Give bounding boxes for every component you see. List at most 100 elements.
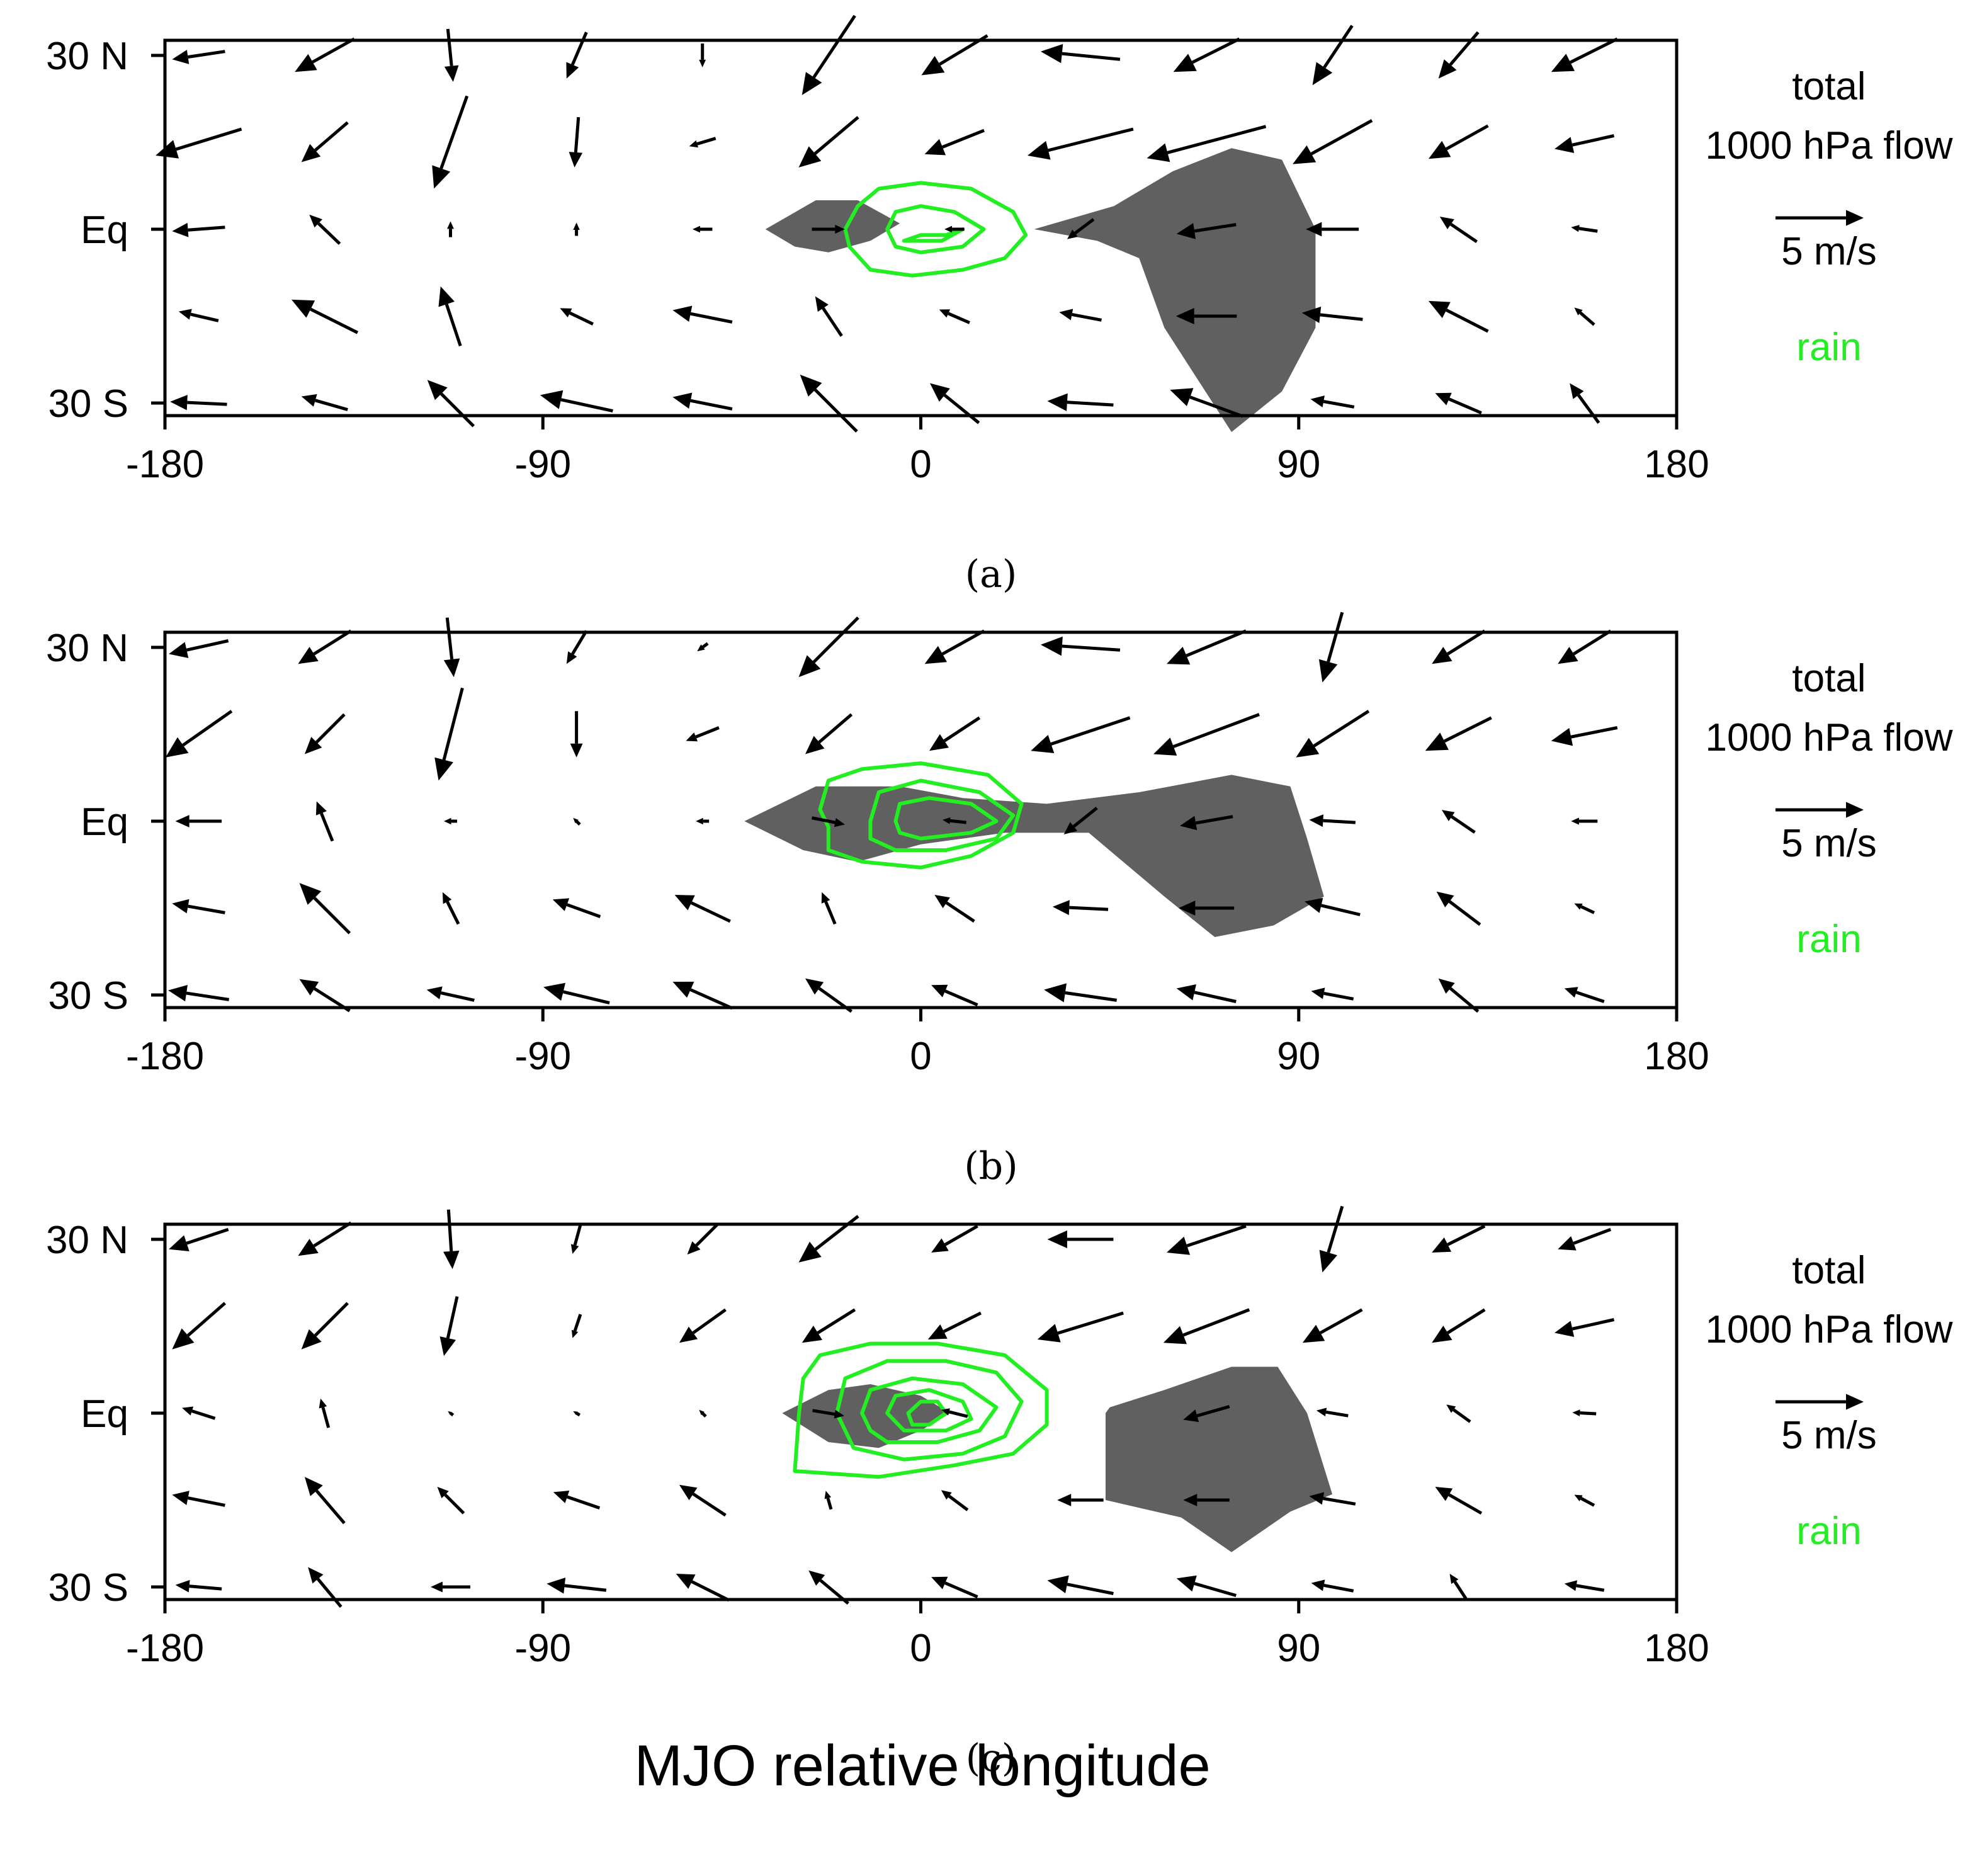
wind-vector-r2-c10-head xyxy=(1446,1404,1456,1413)
wind-vector-r4-c11-shaft xyxy=(1577,394,1600,424)
wind-vector-r3-c7-head xyxy=(1052,900,1070,916)
wind-vector-r3-c0-shaft xyxy=(188,904,225,914)
rain-legend-label: rain xyxy=(1796,1509,1861,1553)
wind-vector-r1-c7 xyxy=(1031,716,1131,754)
wind-vector-r0-c9 xyxy=(1319,1205,1344,1273)
y-tick-label-0: 30 N xyxy=(46,627,128,670)
wind-vector-r4-c2-shaft xyxy=(440,991,475,1002)
wind-vector-r1-c5-shaft xyxy=(817,1308,856,1334)
wind-vector-r1-c1-head xyxy=(301,1329,322,1350)
wind-vector-r3-c2-shaft xyxy=(444,1493,465,1515)
wind-vector-r4-c7-head xyxy=(1047,1575,1069,1593)
wind-vector-r4-c4-head xyxy=(676,1574,696,1589)
wind-vector-r4-c3-head xyxy=(540,390,563,409)
wind-vector-r3-c4-head xyxy=(672,305,693,322)
wind-vector-r1-c4-head xyxy=(689,140,698,148)
wind-vector-r1-c3-shaft xyxy=(573,1314,582,1332)
wind-vector-r1-c9-shaft xyxy=(1319,1308,1363,1334)
wind-vector-r3-c1 xyxy=(299,883,351,935)
wind-vector-r2-c11-head xyxy=(1572,1409,1580,1417)
wind-vector-r0-c11-shaft xyxy=(1573,629,1612,656)
wind-vector-r3-c5 xyxy=(821,892,837,925)
wind-vector-r3-c9-shaft xyxy=(1322,1497,1356,1506)
wind-vector-r0-c2-head xyxy=(443,658,460,678)
wind-vector-r4-c10-head xyxy=(1449,1574,1459,1584)
wind-vector-r1-c9-head xyxy=(1296,737,1320,758)
wind-vector-r1-c0-head xyxy=(156,140,179,159)
wind-vector-r2-c6-shaft xyxy=(949,819,967,824)
x-tick-label-4: 180 xyxy=(1644,1035,1709,1078)
wind-vector-r2-c7-shaft xyxy=(1072,807,1098,828)
wind-vector-r2-c0 xyxy=(182,1406,216,1420)
legend-title-line2: 1000 hPa flow xyxy=(1706,124,1953,168)
wind-vector-r3-c0-shaft xyxy=(188,1496,225,1507)
wind-vector-r4-c8-shaft xyxy=(1194,991,1237,1003)
wind-vector-r0-c11 xyxy=(1551,37,1618,72)
wind-vector-r2-c11-head xyxy=(1571,817,1579,825)
wind-vector-r0-c10 xyxy=(1432,1224,1486,1253)
wind-vector-r4-c6 xyxy=(931,984,978,1007)
wind-vector-r0-c10-shaft xyxy=(1447,629,1486,656)
wind-vector-r3-c11-head xyxy=(1574,903,1583,910)
wind-vector-r2-c1-shaft xyxy=(317,222,341,245)
wind-vector-r0-c6-shaft xyxy=(941,629,985,656)
legend-title-line1: total xyxy=(1792,1249,1866,1292)
wind-vector-r2-c10-shaft xyxy=(1451,815,1476,834)
wind-vector-r1-c10-head xyxy=(1425,732,1449,751)
wind-vector-r1-c10 xyxy=(1428,124,1489,159)
wind-vector-r3-c9-head xyxy=(1301,306,1322,323)
wind-vector-r4-c7 xyxy=(1047,393,1114,411)
wind-vector-r4-c3 xyxy=(546,1578,607,1594)
wind-vector-r3-c0-head xyxy=(178,309,192,320)
wind-vector-r2-c1-shaft xyxy=(321,1407,331,1428)
wind-vector-r4-c0-head xyxy=(175,1579,190,1593)
wind-vector-r3-c10-head xyxy=(1428,300,1451,319)
wind-vector-r1-c4 xyxy=(679,1308,727,1343)
wind-vector-r3-c2-head xyxy=(438,286,455,307)
reference-vector-arrow xyxy=(1775,802,1864,818)
shaded-region-0 xyxy=(765,200,900,253)
wind-vector-r0-c8 xyxy=(1167,1224,1247,1255)
wind-vector-r1-c9 xyxy=(1293,119,1373,164)
panel-caption: (a) xyxy=(965,552,1017,596)
wind-vector-r1-c2 xyxy=(439,1296,459,1356)
wind-vector-r0-c8-shaft xyxy=(1186,629,1247,657)
wind-vector-r1-c8-shaft xyxy=(1167,125,1267,154)
wind-vector-r4-c5-head xyxy=(805,978,824,995)
wind-vector-r0-c4-shaft xyxy=(695,1223,719,1247)
wind-vector-r2-c9-shaft xyxy=(1323,819,1356,824)
wind-vector-r1-c7-shaft xyxy=(1057,1311,1124,1335)
wind-vector-r3-c1-head xyxy=(291,299,315,318)
wind-vector-r0-c0-head xyxy=(169,642,189,658)
wind-vector-r4-c10-head xyxy=(1435,392,1452,406)
wind-vector-r0-c2-head xyxy=(444,65,459,82)
wind-vector-r0-c10-shaft xyxy=(1449,31,1480,66)
wind-vector-r1-c11 xyxy=(1554,1318,1615,1337)
wind-vector-r2-c1 xyxy=(319,1398,331,1428)
wind-vector-r3-c8-head xyxy=(1178,901,1196,916)
wind-vector-r4-c0-shaft xyxy=(186,991,230,1001)
wind-vector-r0-c9-shaft xyxy=(1323,25,1354,69)
wind-vector-r1-c1-shaft xyxy=(314,1302,349,1337)
wind-vector-r0-c4-shaft xyxy=(702,642,709,649)
wind-vector-r2-c0-head xyxy=(172,222,189,237)
wind-vector-r1-c2 xyxy=(432,95,469,189)
wind-vector-r2-c2 xyxy=(447,221,454,237)
wind-vector-r3-c6-head xyxy=(941,1490,952,1500)
wind-vector-r4-c2 xyxy=(426,986,475,1002)
wind-vector-r4-c5-head xyxy=(800,374,822,397)
wind-vector-r2-c8 xyxy=(1176,223,1237,239)
wind-vector-r3-c4-head xyxy=(674,895,695,911)
wind-vector-r1-c5-shaft xyxy=(813,116,859,155)
wind-vector-r4-c1 xyxy=(301,394,348,411)
wind-vector-r4-c3-shaft xyxy=(564,1584,607,1592)
wind-vector-r0-c1 xyxy=(298,1221,352,1256)
wind-vector-r3-c0-head xyxy=(172,1491,190,1505)
wind-vector-r3-c5-shaft xyxy=(826,1498,833,1510)
wind-vector-r0-c7 xyxy=(1047,1230,1114,1249)
wind-vector-r3-c9 xyxy=(1301,306,1363,323)
wind-vector-r4-c7-head xyxy=(1044,983,1067,1003)
wind-vector-r1-c11-shaft xyxy=(1571,1318,1615,1331)
wind-vector-r3-c3-shaft xyxy=(566,903,601,919)
wind-vector-r0-c4-head xyxy=(687,1241,701,1255)
